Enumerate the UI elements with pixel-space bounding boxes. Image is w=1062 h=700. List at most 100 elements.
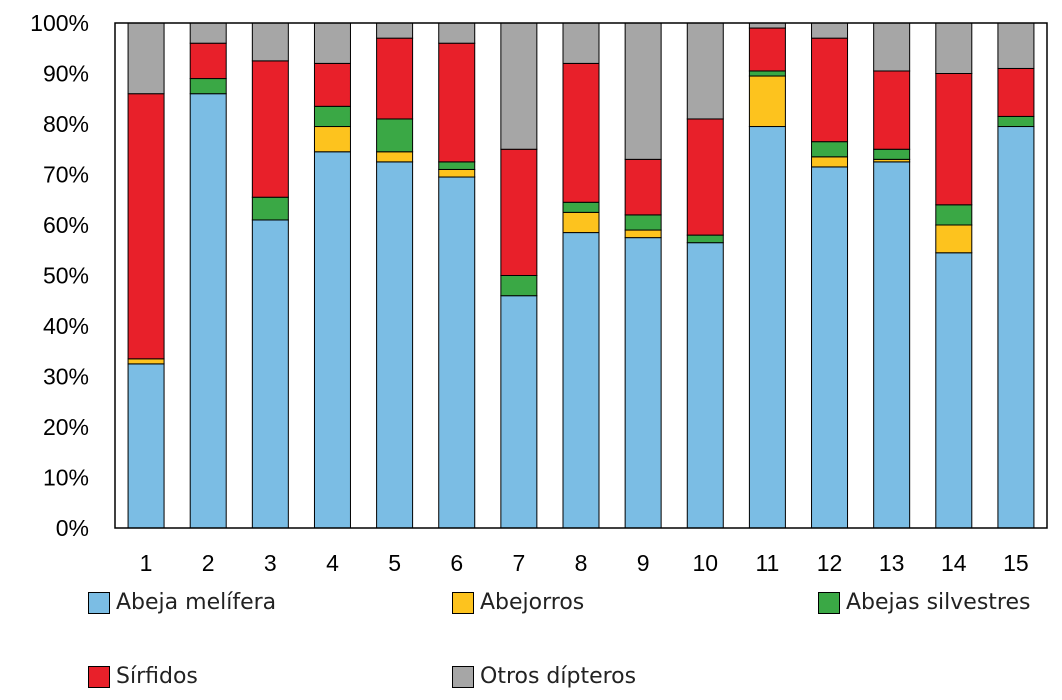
bar-segment-5-s4 (376, 22, 414, 39)
bar-group-14 (935, 22, 973, 529)
bar-segment-12-s3 (811, 37, 849, 143)
bar-segment-1-s3 (127, 93, 165, 360)
bar-segment-15-s0 (997, 126, 1035, 529)
bar-segment-13-s0 (873, 161, 911, 529)
x-tick-label: 4 (326, 550, 339, 576)
bar-segment-15-s4 (997, 22, 1035, 69)
x-tick-label: 13 (879, 550, 905, 576)
bar-segment-9-s3 (624, 158, 662, 216)
bar-segment-4-s1 (313, 126, 351, 153)
bar-group-11 (748, 22, 786, 529)
bar-segment-8-s1 (562, 211, 600, 234)
bar-segment-7-s2 (500, 275, 538, 297)
bar-segment-14-s2 (935, 204, 973, 226)
bar-segment-7-s0 (500, 295, 538, 529)
y-tick-label: 70% (43, 162, 89, 188)
bar-group-1 (127, 22, 165, 529)
bar-segment-5-s1 (376, 151, 414, 163)
bar-segment-10-s3 (686, 118, 724, 236)
y-tick-label: 40% (43, 313, 89, 339)
bar-group-12 (811, 22, 849, 529)
y-tick-label: 60% (43, 212, 89, 238)
bar-segment-3-s2 (251, 196, 289, 221)
bar-segment-1-s1 (127, 358, 165, 365)
bar-segment-1-s0 (127, 363, 165, 529)
bar-segment-10-s4 (686, 22, 724, 120)
x-tick-label: 12 (817, 550, 843, 576)
x-tick-label: 10 (692, 550, 718, 576)
bar-segment-4-s2 (313, 105, 351, 128)
plot-frame (114, 22, 1048, 529)
bar-segment-9-s0 (624, 237, 662, 529)
bar-segment-11-s4 (748, 22, 786, 29)
bar-segment-13-s4 (873, 22, 911, 72)
bar-segment-9-s1 (624, 229, 662, 239)
y-tick-label: 90% (43, 61, 89, 87)
bar-segment-4-s3 (313, 62, 351, 107)
x-tick-label: 6 (450, 550, 463, 576)
bar-segment-3-s3 (251, 60, 289, 198)
bar-segment-7-s3 (500, 148, 538, 276)
bars (127, 22, 1035, 529)
bar-group-15 (997, 22, 1035, 529)
bar-segment-2-s0 (189, 93, 227, 529)
bar-segment-14-s0 (935, 252, 973, 529)
y-tick-label: 30% (43, 364, 89, 390)
bar-group-5 (376, 22, 414, 529)
bar-segment-8-s3 (562, 62, 600, 203)
bar-segment-15-s2 (997, 115, 1035, 128)
bar-group-7 (500, 22, 538, 529)
y-tick-label: 0% (56, 515, 89, 541)
bar-segment-6-s4 (438, 22, 476, 44)
bar-segment-6-s0 (438, 176, 476, 529)
bar-segment-4-s0 (313, 151, 351, 529)
bar-group-4 (313, 22, 351, 529)
bar-segment-4-s4 (313, 22, 351, 64)
bar-group-9 (624, 22, 662, 529)
bar-segment-9-s4 (624, 22, 662, 160)
bar-segment-6-s3 (438, 42, 476, 163)
bar-segment-8-s2 (562, 201, 600, 213)
x-tick-label: 7 (512, 550, 525, 576)
bar-segment-12-s0 (811, 166, 849, 529)
bar-segment-2-s4 (189, 22, 227, 44)
bar-group-10 (686, 22, 724, 529)
x-tick-label: 8 (575, 550, 588, 576)
x-tick-label: 3 (264, 550, 277, 576)
bar-segment-6-s2 (438, 161, 476, 170)
bar-segment-14-s4 (935, 22, 973, 74)
x-tick-label: 15 (1003, 550, 1029, 576)
bar-group-13 (873, 22, 911, 529)
y-tick-label: 20% (43, 414, 89, 440)
bar-segment-15-s3 (997, 67, 1035, 117)
bar-segment-5-s2 (376, 118, 414, 153)
bar-segment-8-s0 (562, 232, 600, 529)
x-tick-label: 11 (755, 550, 779, 576)
bar-group-2 (189, 22, 227, 529)
bar-segment-14-s1 (935, 224, 973, 254)
bar-segment-10-s2 (686, 234, 724, 244)
y-tick-label: 50% (43, 263, 89, 289)
bar-segment-12-s4 (811, 22, 849, 39)
y-axis: 0% 10% 20% 30% 40% 50% 60% 70% 80% 90% 100% (30, 10, 89, 541)
bar-segment-10-s0 (686, 242, 724, 529)
bar-segment-12-s1 (811, 156, 849, 168)
x-tick-label: 5 (388, 550, 401, 576)
bar-segment-5-s3 (376, 37, 414, 120)
y-tick-label: 10% (43, 465, 89, 491)
bar-segment-12-s2 (811, 141, 849, 158)
bar-segment-2-s3 (189, 42, 227, 80)
bar-segment-9-s2 (624, 214, 662, 231)
y-tick-label: 80% (43, 111, 89, 137)
bar-segment-5-s0 (376, 161, 414, 529)
x-tick-label: 2 (202, 550, 215, 576)
bar-segment-8-s4 (562, 22, 600, 64)
x-tick-label: 1 (140, 550, 153, 576)
bar-segment-3-s4 (251, 22, 289, 62)
x-axis: 1 2 3 4 5 6 7 8 9 10 11 12 13 14 15 (140, 550, 1029, 576)
x-tick-label: 9 (637, 550, 650, 576)
bar-segment-7-s4 (500, 22, 538, 150)
bar-segment-6-s1 (438, 168, 476, 178)
bar-segment-11-s1 (748, 75, 786, 128)
